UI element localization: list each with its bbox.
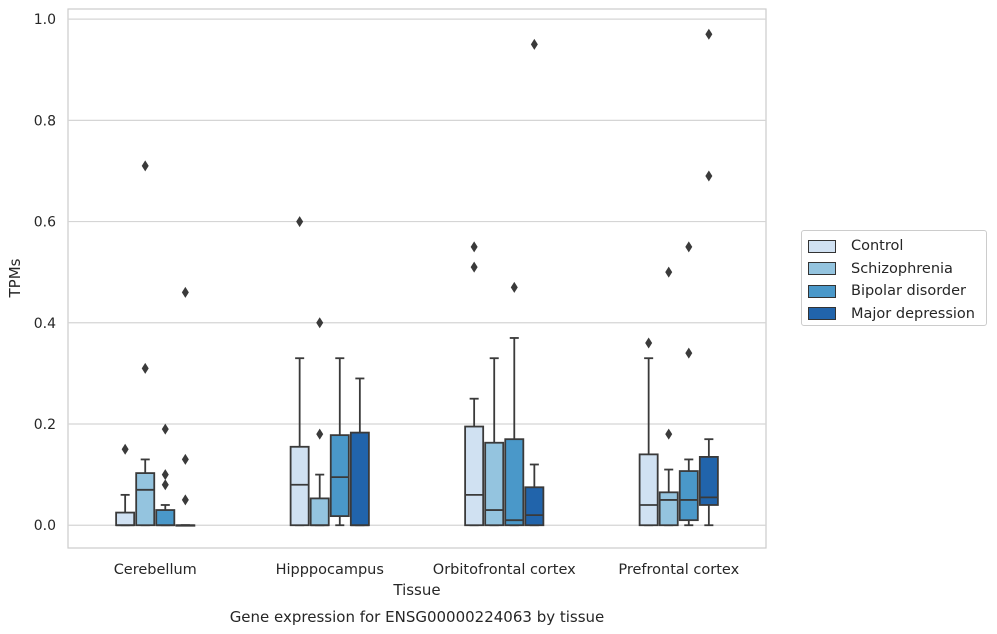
outlier-point	[665, 428, 673, 440]
box-schizophrenia	[658, 266, 679, 527]
box-series	[115, 28, 719, 527]
legend-label: Major depression	[851, 305, 975, 322]
legend-swatch	[808, 307, 836, 321]
outlier-point	[705, 170, 713, 182]
x-tick-labels: Cerebellum Hipppocampus Orbitofrontal cort…	[114, 562, 740, 578]
outlier-point	[510, 281, 518, 293]
outlier-point	[470, 241, 478, 253]
box	[309, 497, 330, 527]
box	[464, 425, 485, 527]
outlier-point	[645, 337, 653, 349]
y-tick-label: 0.8	[34, 113, 56, 129]
x-tick-label: Prefrontal cortex	[618, 562, 739, 578]
legend: Control Schizophrenia Bipolar disorder M…	[801, 230, 987, 326]
y-tick-label: 0.2	[34, 417, 56, 433]
legend-item-schizophrenia: Schizophrenia	[808, 258, 986, 281]
box	[698, 456, 719, 506]
outlier-point	[316, 428, 324, 440]
plot-area	[67, 8, 767, 549]
outlier-point	[470, 261, 478, 273]
outlier-point	[141, 362, 149, 374]
outlier-point	[665, 266, 673, 278]
legend-item-major-depression: Major depression	[808, 303, 986, 326]
x-tick-label: Cerebellum	[114, 562, 197, 578]
box-schizophrenia	[484, 357, 505, 527]
box-schizophrenia	[135, 160, 156, 527]
box	[658, 491, 679, 527]
box-bipolar-disorder	[329, 357, 350, 527]
box-control	[115, 443, 136, 527]
x-axis-label: Tissue	[392, 581, 440, 599]
outlier-point	[161, 423, 169, 435]
box	[115, 511, 136, 527]
box	[504, 438, 525, 527]
x-tick-label: Orbitofrontal cortex	[433, 562, 576, 578]
outlier-point	[121, 443, 129, 455]
box	[638, 453, 659, 527]
outlier-point	[296, 216, 304, 228]
legend-swatch	[808, 284, 836, 298]
box	[329, 434, 350, 518]
outlier-point	[141, 160, 149, 172]
legend-label: Bipolar disorder	[851, 283, 966, 300]
legend-swatch	[808, 239, 836, 253]
box-major-depression	[349, 377, 370, 527]
box	[135, 472, 156, 527]
box-bipolar-disorder	[504, 281, 525, 527]
box-schizophrenia	[309, 317, 330, 527]
x-tick-label: Hipppocampus	[276, 562, 384, 578]
y-tick-label: 0.4	[34, 316, 56, 332]
y-tick-label: 1.0	[34, 12, 56, 28]
box	[349, 431, 370, 527]
box	[524, 486, 545, 527]
y-tick-label: 0.0	[34, 518, 56, 534]
box-major-depression	[175, 286, 196, 527]
outlier-point	[161, 479, 169, 491]
outlier-point	[530, 38, 538, 50]
y-tick-labels: 0.0 0.2 0.4 0.6 0.8 1.0	[34, 12, 56, 534]
legend-label: Schizophrenia	[851, 260, 953, 277]
legend-label: Control	[851, 238, 904, 255]
box-major-depression	[524, 38, 545, 527]
y-tick-label: 0.6	[34, 215, 56, 231]
outlier-point	[685, 347, 693, 359]
legend-item-control: Control	[808, 235, 986, 258]
box	[678, 470, 699, 522]
outlier-point	[316, 317, 324, 329]
box-control	[638, 337, 659, 527]
y-axis-label: TPMs	[6, 258, 24, 298]
box-bipolar-disorder	[678, 241, 699, 527]
box	[155, 509, 176, 527]
figure-caption: Gene expression for ENSG00000224063 by t…	[230, 608, 605, 626]
outlier-point	[181, 494, 189, 506]
outlier-point	[181, 286, 189, 298]
outlier-point	[161, 469, 169, 481]
legend-swatch	[808, 262, 836, 276]
outlier-point	[705, 28, 713, 40]
outlier-point	[181, 453, 189, 465]
box	[289, 445, 310, 527]
box-control	[289, 216, 310, 527]
outlier-point	[685, 241, 693, 253]
legend-item-bipolar-disorder: Bipolar disorder	[808, 280, 986, 303]
box	[484, 441, 505, 527]
box-major-depression	[698, 28, 719, 527]
box-control	[464, 241, 485, 527]
box-bipolar-disorder	[155, 423, 176, 527]
